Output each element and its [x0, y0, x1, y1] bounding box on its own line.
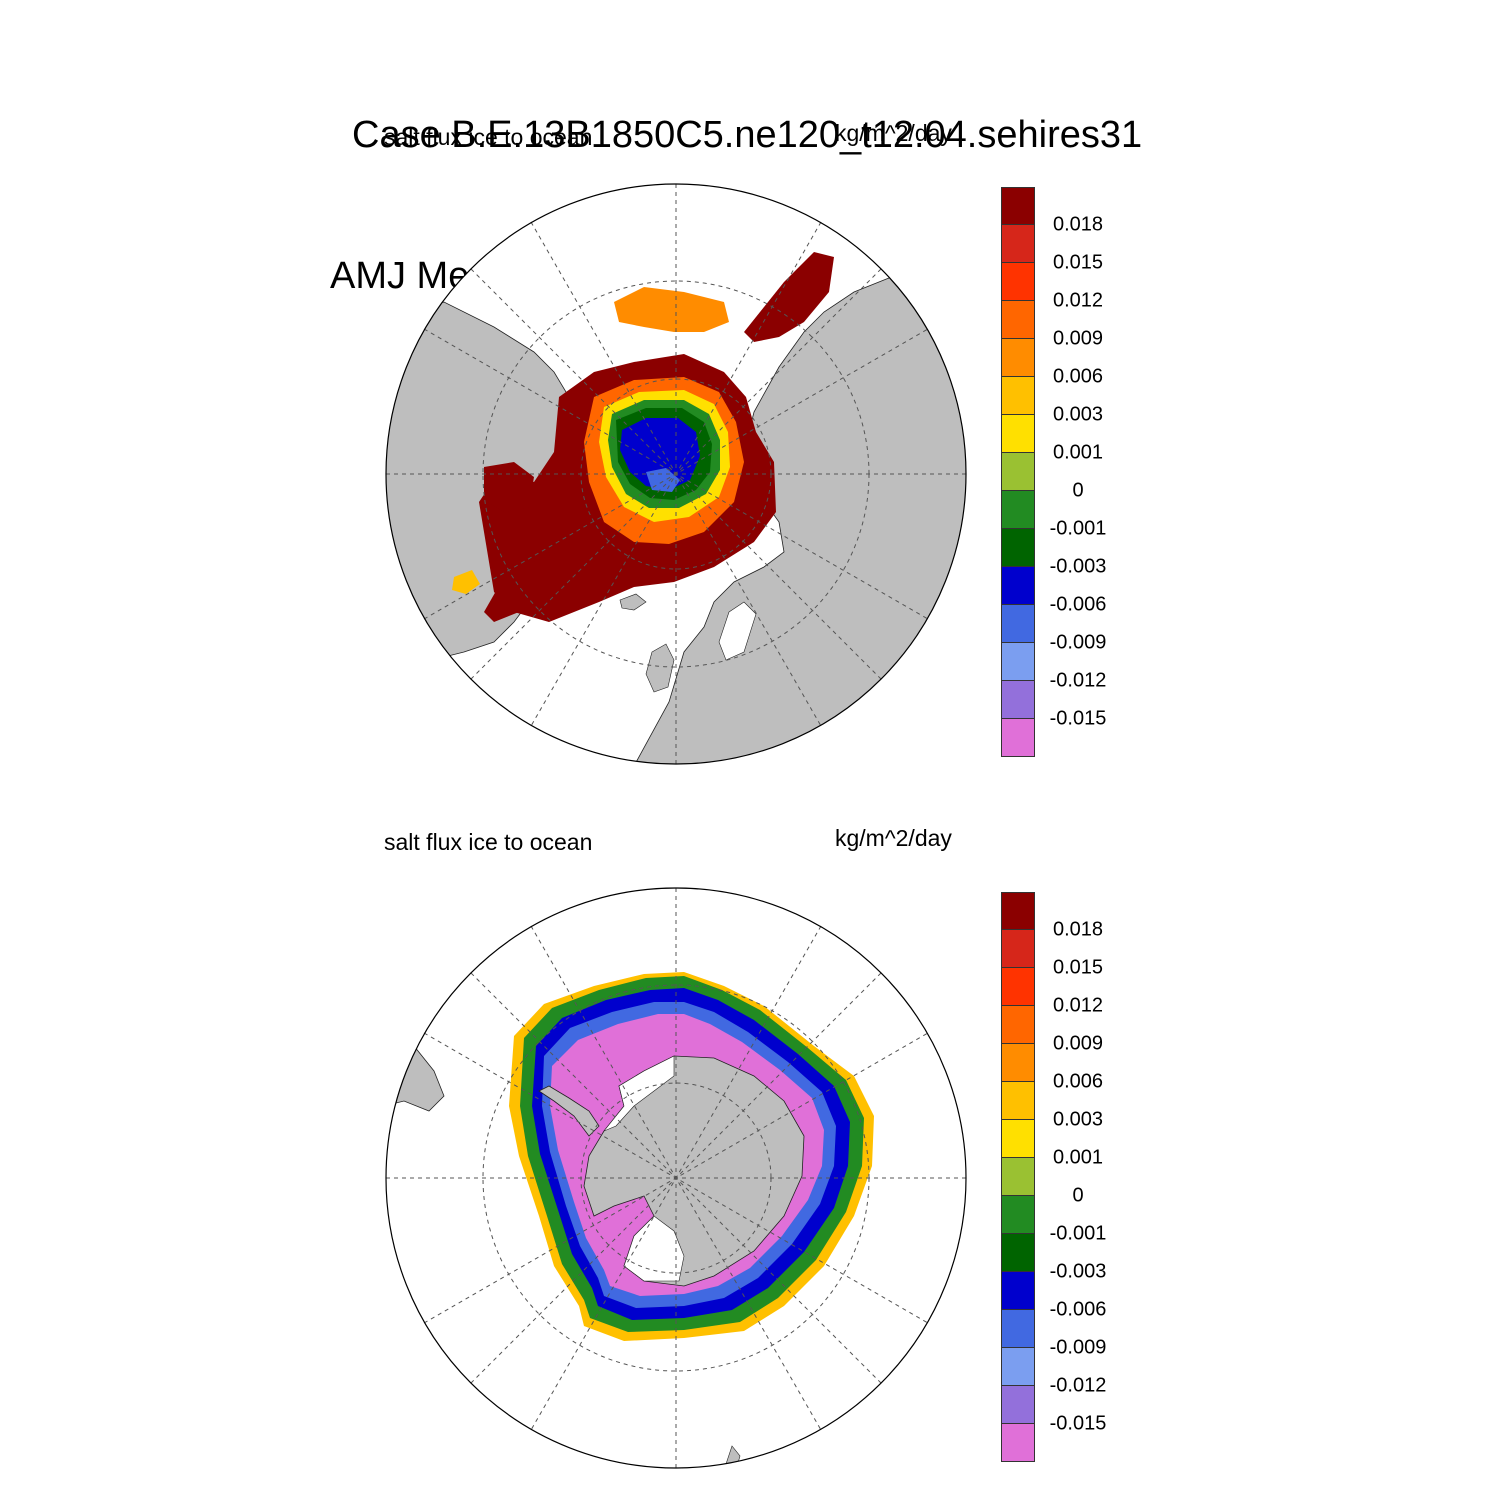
south-colorbar-box-14 — [1001, 1424, 1035, 1462]
north-colorbar-tick-label: 0.015 — [1052, 251, 1104, 274]
north-negative-core — [620, 418, 700, 490]
south-colorbar-box-9 — [1001, 1234, 1035, 1272]
south-graticule — [386, 888, 966, 1468]
north-colorbar-box-2 — [1001, 263, 1035, 301]
south-colorbar-tick-label: -0.003 — [1049, 1260, 1107, 1283]
south-colorbar-box-8 — [1001, 1196, 1035, 1234]
south-colorbar-box-3 — [1001, 1006, 1035, 1044]
north-colorbar-box-0 — [1001, 187, 1035, 225]
south-colorbar-tick-label: -0.006 — [1049, 1298, 1107, 1321]
iceland-land — [619, 593, 647, 611]
north-colorbar-tick-label: -0.012 — [1049, 669, 1107, 692]
south-colorbar-tick-label: 0.009 — [1052, 1032, 1104, 1055]
north-colorbar-tick-label: -0.009 — [1049, 631, 1107, 654]
south-colorbar-tick-label: 0.003 — [1052, 1108, 1104, 1131]
panel-south-units-label: kg/m^2/day — [835, 825, 952, 851]
south-colorbar-box-6 — [1001, 1120, 1035, 1158]
north-colorbar-box-4 — [1001, 339, 1035, 377]
north-polar-map — [385, 183, 967, 765]
gulf-st-lawrence-positive — [452, 570, 480, 594]
ross-ice-shelf — [623, 1215, 685, 1282]
south-colorbar-box-7 — [1001, 1158, 1035, 1196]
panel-south-variable-label: salt flux ice to ocean — [384, 829, 593, 855]
north-colorbar-tick-label: -0.001 — [1049, 517, 1107, 540]
hudson-bay-positive — [484, 462, 534, 512]
north-colorbar-box-9 — [1001, 529, 1035, 567]
south-colorbar-tick-label: 0.006 — [1052, 1070, 1104, 1093]
south-polar-map — [385, 887, 967, 1469]
south-colorbar-box-5 — [1001, 1082, 1035, 1120]
south-colorbar-tick-label: 0.012 — [1052, 994, 1104, 1017]
south-colorbar-box-11 — [1001, 1310, 1035, 1348]
north-colorbar-box-13 — [1001, 681, 1035, 719]
north-colorbar-tick-label: -0.015 — [1049, 707, 1107, 730]
south-map-border — [385, 887, 967, 1469]
north-colorbar-box-11 — [1001, 605, 1035, 643]
south-colorbar-box-2 — [1001, 968, 1035, 1006]
weddell-ice-shelf — [603, 1055, 675, 1132]
north-colorbar — [1001, 187, 1035, 757]
south-colorbar — [1001, 892, 1035, 1462]
title-case-line: Case B.E.13B1850C5.ne120_t12.04.sehires3… — [352, 114, 1143, 156]
south-colorbar-tick-label: -0.015 — [1049, 1412, 1107, 1435]
baltic-sea — [718, 601, 757, 661]
north-colorbar-tick-label: 0.018 — [1052, 213, 1104, 236]
panel-north-units-label: kg/m^2/day — [835, 120, 952, 146]
south-colorbar-tick-label: -0.012 — [1049, 1374, 1107, 1397]
north-colorbar-tick-label: 0.001 — [1052, 441, 1104, 464]
labrador-positive — [484, 552, 564, 622]
eurasia-land — [633, 241, 966, 764]
bering-positive-patch — [744, 252, 834, 342]
south-colorbar-box-4 — [1001, 1044, 1035, 1082]
north-colorbar-tick-label: 0.003 — [1052, 403, 1104, 426]
north-colorbar-tick-label: 0.012 — [1052, 289, 1104, 312]
antarctic-peninsula-land — [538, 1085, 600, 1137]
north-colorbar-box-12 — [1001, 643, 1035, 681]
north-colorbar-tick-label: 0 — [1072, 479, 1084, 502]
south-colorbar-tick-label: -0.001 — [1049, 1222, 1107, 1245]
okhotsk-positive-patch — [614, 287, 729, 332]
south-colorbar-box-12 — [1001, 1348, 1035, 1386]
north-colorbar-tick-label: 0.009 — [1052, 327, 1104, 350]
panel-north-variable-label: salt flux ice to ocean — [384, 124, 593, 150]
south-colorbar-tick-label: 0.001 — [1052, 1146, 1104, 1169]
north-colorbar-box-7 — [1001, 453, 1035, 491]
north-colorbar-box-6 — [1001, 415, 1035, 453]
north-colorbar-box-14 — [1001, 719, 1035, 757]
south-colorbar-tick-label: 0.018 — [1052, 918, 1104, 941]
north-colorbar-tick-label: -0.006 — [1049, 593, 1107, 616]
south-colorbar-box-1 — [1001, 930, 1035, 968]
north-colorbar-box-10 — [1001, 567, 1035, 605]
south-colorbar-tick-label: -0.009 — [1049, 1336, 1107, 1359]
north-map-border — [385, 183, 967, 765]
north-colorbar-tick-label: -0.003 — [1049, 555, 1107, 578]
north-colorbar-box-5 — [1001, 377, 1035, 415]
south-colorbar-box-0 — [1001, 892, 1035, 930]
north-colorbar-tick-label: 0.006 — [1052, 365, 1104, 388]
south-colorbar-tick-label: 0.015 — [1052, 956, 1104, 979]
north-colorbar-box-8 — [1001, 491, 1035, 529]
north-colorbar-box-3 — [1001, 301, 1035, 339]
north-colorbar-box-1 — [1001, 225, 1035, 263]
north-graticule — [386, 184, 966, 764]
south-colorbar-tick-label: 0 — [1072, 1184, 1084, 1207]
british-isles-land — [645, 643, 675, 693]
south-colorbar-box-10 — [1001, 1272, 1035, 1310]
south-colorbar-box-13 — [1001, 1386, 1035, 1424]
